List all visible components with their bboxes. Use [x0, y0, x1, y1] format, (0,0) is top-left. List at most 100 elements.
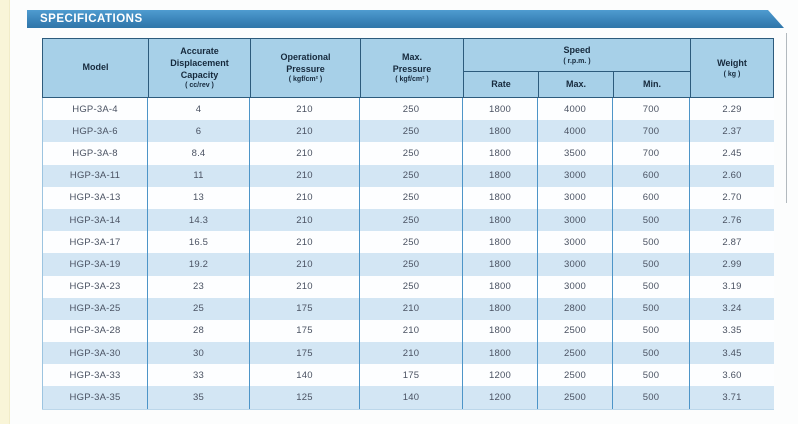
cell-speed-min: 500 [613, 342, 690, 365]
table-row: HGP-3A-13 13 210 250 1800 3000 600 2.70 [42, 186, 774, 209]
cell-model: HGP-3A-28 [42, 319, 148, 343]
cell-model: HGP-3A-23 [42, 275, 148, 298]
cell-operational-pressure: 210 [250, 186, 360, 209]
cell-model: HGP-3A-30 [42, 342, 148, 365]
cell-weight: 2.99 [722, 258, 742, 270]
header-speed-rate: Rate [464, 72, 539, 97]
cell-model: HGP-3A-4 [42, 98, 148, 121]
cell-speed-min: 700 [613, 120, 690, 143]
header-model-label: Model [82, 62, 109, 73]
cell-weight: 2.37 [722, 125, 742, 137]
cell-speed-min: 500 [613, 364, 690, 387]
cell-model: HGP-3A-6 [42, 120, 148, 143]
table-row: HGP-3A-14 14.3 210 250 1800 3000 500 2.7… [42, 208, 774, 232]
table-row: HGP-3A-19 19.2 210 250 1800 3000 500 2.9… [42, 253, 774, 276]
cell-operational-pressure: 210 [250, 275, 360, 298]
cell-speed-rate: 1800 [463, 297, 538, 320]
cell-speed-min: 500 [613, 275, 690, 298]
header-max-pressure: Max. Pressure ( kgf/cm² ) [361, 39, 464, 97]
spec-table: Model Accurate Displacement Capacity ( c… [42, 38, 774, 410]
cell-speed-min: 500 [613, 253, 690, 276]
cell-speed-rate: 1200 [463, 364, 538, 387]
cell-speed-min: 700 [613, 142, 690, 165]
cell-model: HGP-3A-17 [42, 231, 148, 254]
cell-speed-max: 3000 [538, 231, 613, 254]
cell-speed-min: 500 [613, 208, 690, 232]
header-weight: Weight ( kg ) [691, 39, 773, 97]
table-header: Model Accurate Displacement Capacity ( c… [42, 38, 774, 98]
cell-weight: 3.19 [722, 281, 742, 293]
cell-capacity: 25 [148, 297, 250, 320]
cell-max-pressure: 250 [360, 253, 463, 276]
cell-speed-min: 600 [613, 186, 690, 209]
cell-operational-pressure: 175 [250, 342, 360, 365]
cell-speed-max: 4000 [538, 120, 613, 143]
cell-capacity: 33 [148, 364, 250, 387]
cell-speed-rate: 1800 [463, 186, 538, 209]
cell-speed-min: 500 [613, 231, 690, 254]
table-body: HGP-3A-4 4 210 250 1800 4000 700 2.29 HG… [42, 98, 774, 410]
header-max-pressure-label: Max. Pressure [392, 51, 432, 74]
cell-speed-max: 2800 [538, 297, 613, 320]
table-row: HGP-3A-8 8.4 210 250 1800 3500 700 2.45 [42, 142, 774, 165]
cell-speed-rate: 1800 [463, 253, 538, 276]
cell-model: HGP-3A-35 [42, 386, 148, 409]
cell-speed-max: 2500 [538, 319, 613, 343]
table-row: HGP-3A-23 23 210 250 1800 3000 500 3.19 [42, 275, 774, 298]
cell-speed-min: 600 [613, 164, 690, 187]
header-operational-pressure-label: Operational Pressure [280, 51, 331, 74]
cell-speed-rate: 1800 [463, 120, 538, 143]
header-speed-max: Max. [539, 72, 614, 97]
cell-weight: 3.24 [722, 303, 742, 315]
table-row: HGP-3A-30 30 175 210 1800 2500 500 3.45 [42, 342, 774, 365]
cell-capacity: 4 [148, 98, 250, 121]
cell-speed-rate: 1800 [463, 342, 538, 365]
cell-capacity: 19.2 [148, 253, 250, 276]
cell-operational-pressure: 210 [250, 120, 360, 143]
cell-operational-pressure: 210 [250, 253, 360, 276]
cell-capacity: 30 [148, 342, 250, 365]
cell-model: HGP-3A-25 [42, 297, 148, 320]
cell-operational-pressure: 210 [250, 208, 360, 232]
header-speed-group: Speed ( r.p.m. ) [464, 39, 691, 72]
cell-capacity: 16.5 [148, 231, 250, 254]
cell-weight: 2.70 [722, 192, 742, 204]
cell-model: HGP-3A-8 [42, 142, 148, 165]
cell-speed-rate: 1800 [463, 319, 538, 343]
cell-speed-rate: 1800 [463, 142, 538, 165]
cell-weight: 2.29 [722, 103, 742, 115]
header-max-pressure-unit: ( kgf/cm² ) [395, 76, 429, 84]
table-row: HGP-3A-35 35 125 140 1200 2500 500 3.71 [42, 386, 774, 409]
cell-capacity: 35 [148, 386, 250, 409]
cell-speed-rate: 1200 [463, 386, 538, 409]
header-weight-label: Weight [717, 57, 747, 68]
cell-speed-max: 2500 [538, 342, 613, 365]
cell-max-pressure: 250 [360, 164, 463, 187]
cell-weight: 3.60 [722, 369, 742, 381]
table-row: HGP-3A-11 11 210 250 1800 3000 600 2.60 [42, 164, 774, 187]
table-row: HGP-3A-28 28 175 210 1800 2500 500 3.35 [42, 319, 774, 343]
cell-model: HGP-3A-33 [42, 364, 148, 387]
cell-speed-min: 700 [613, 98, 690, 121]
cell-capacity: 14.3 [148, 208, 250, 232]
table-row: HGP-3A-17 16.5 210 250 1800 3000 500 2.8… [42, 231, 774, 254]
cell-speed-rate: 1800 [463, 275, 538, 298]
header-speed-unit: ( r.p.m. ) [563, 57, 591, 65]
header-operational-pressure: Operational Pressure ( kgf/cm² ) [251, 39, 361, 97]
cell-weight: 2.45 [722, 147, 742, 159]
header-model: Model [43, 39, 149, 97]
header-capacity-label: Accurate Displacement Capacity [170, 46, 229, 80]
table-row: HGP-3A-6 6 210 250 1800 4000 700 2.37 [42, 120, 774, 143]
cell-operational-pressure: 210 [250, 142, 360, 165]
cell-capacity: 11 [148, 164, 250, 187]
cell-capacity: 28 [148, 319, 250, 343]
cell-speed-rate: 1800 [463, 208, 538, 232]
cell-weight: 3.71 [722, 392, 742, 404]
cell-weight: 2.76 [722, 214, 742, 226]
cell-max-pressure: 250 [360, 98, 463, 121]
header-speed-min-label: Min. [643, 78, 661, 89]
cell-operational-pressure: 125 [250, 386, 360, 409]
cell-max-pressure: 210 [360, 297, 463, 320]
cell-speed-max: 2500 [538, 386, 613, 409]
page-edge-line [786, 33, 787, 203]
